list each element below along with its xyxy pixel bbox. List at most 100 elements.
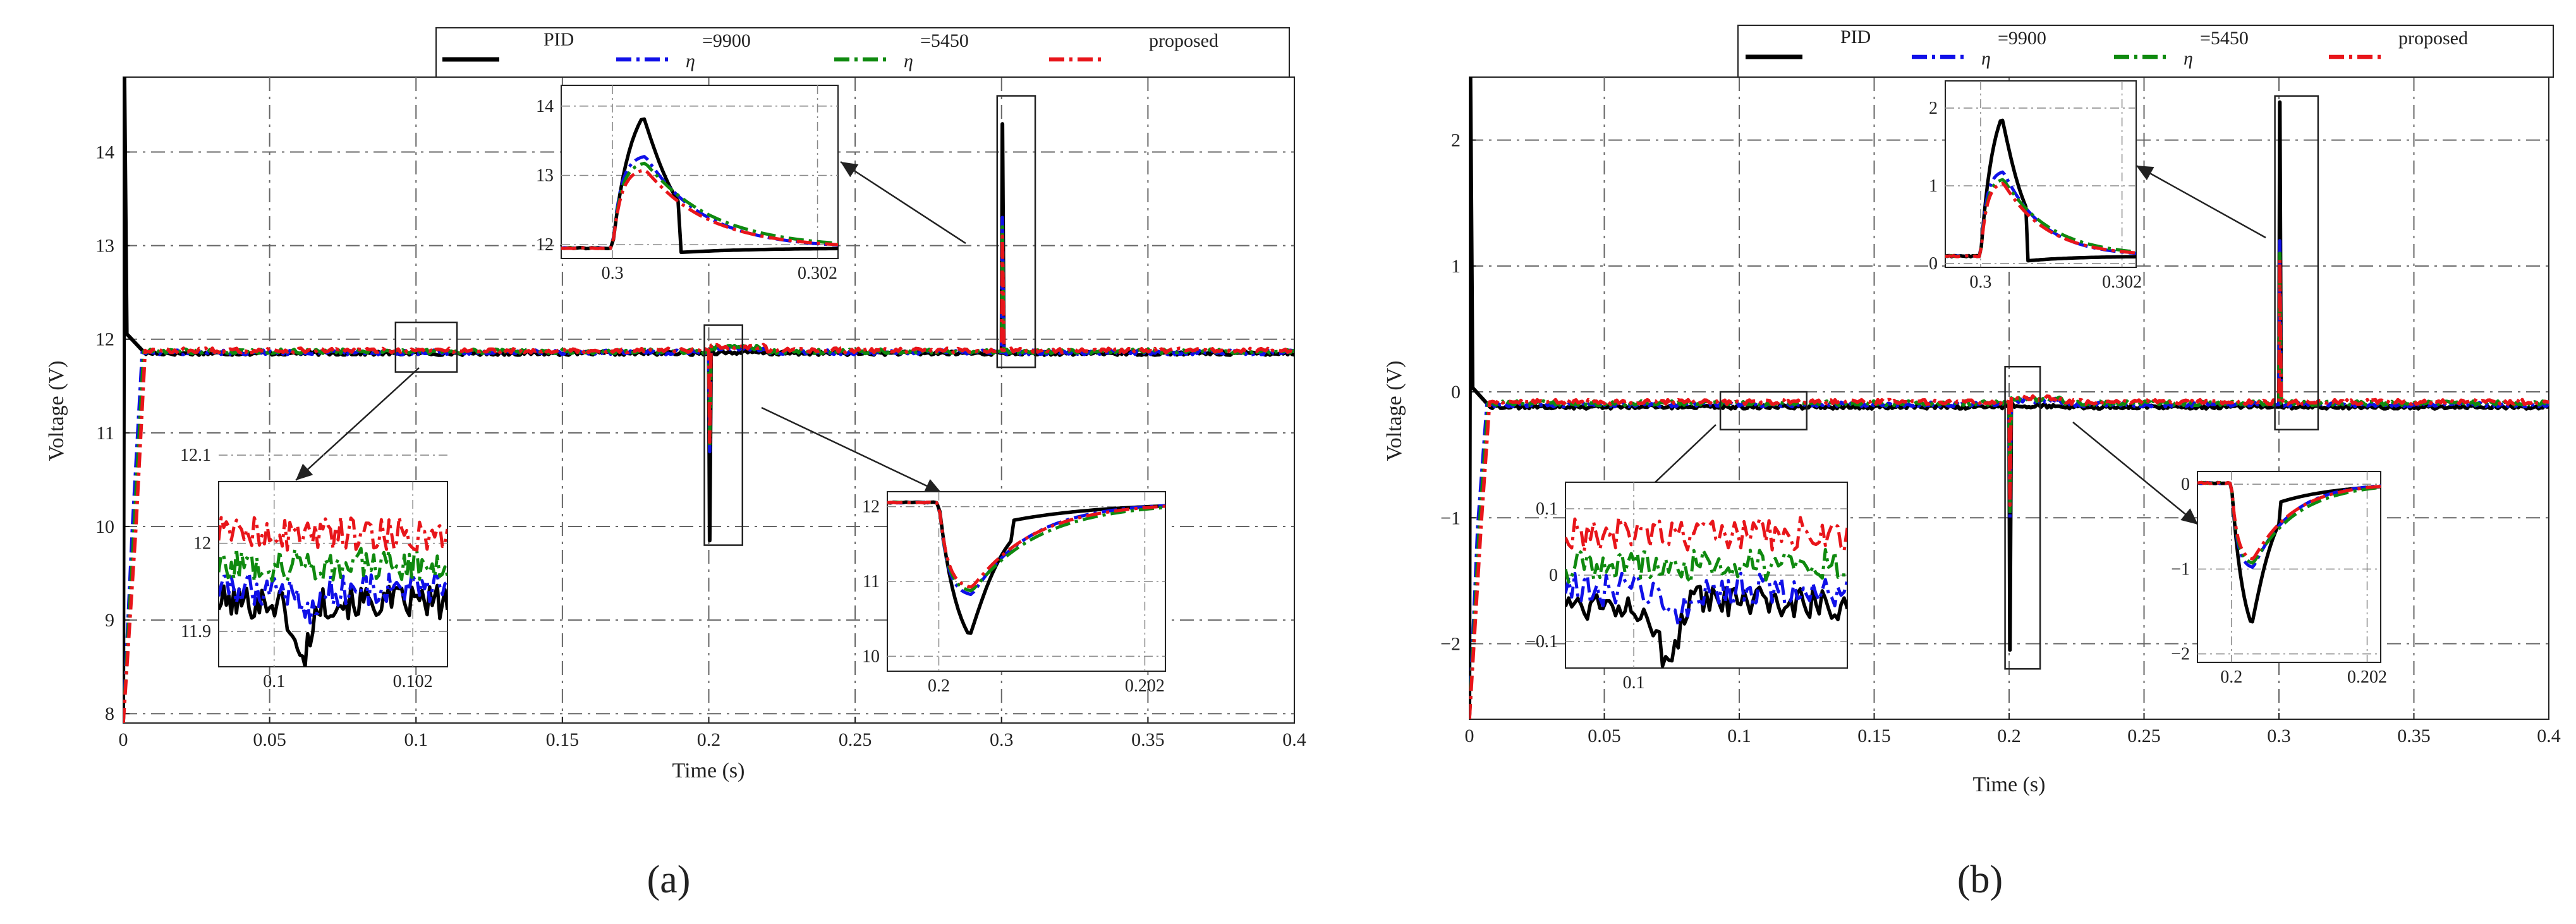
y-tick-label: 14 (95, 142, 114, 162)
inset-series-group (219, 515, 447, 667)
inset-spike: 0.3 0.302 0 1 2 (1929, 80, 2142, 292)
legend-box (435, 27, 1290, 78)
inset-y-tick-label: −2 (2171, 645, 2190, 664)
caption-b: (b) (1957, 858, 2003, 901)
zoom-box-dip (2004, 365, 2041, 670)
y-tick-label: 11 (96, 423, 114, 444)
inset-frame (561, 85, 839, 259)
legend-label-eta5450-value: =5450 (2200, 28, 2249, 49)
inset-x-tick-label: 0.302 (798, 264, 837, 283)
inset-y-tick-label: 0 (2181, 475, 2190, 494)
inset-steady: 0.1 −0.1 0 0.1 (1526, 482, 1848, 693)
y-tick-label: 1 (1451, 256, 1461, 277)
legend-label-proposed: proposed (1149, 30, 1218, 51)
inset-dip: 0.2 0.202 10 11 12 (862, 491, 1166, 696)
inset-x-tick-label: 0.102 (393, 672, 433, 691)
x-tick-label: 0.2 (697, 729, 721, 750)
inset-y-tick-label: 12 (193, 534, 211, 554)
legend-label-pid: PID (544, 29, 574, 50)
inset-series-line-proposed (561, 168, 838, 250)
legend-label-eta5450-symbol: η (2184, 48, 2193, 69)
inset-y-tick-label: 11.9 (181, 622, 211, 641)
legend-label-eta5450-value: =5450 (920, 30, 969, 51)
inset-y-tick-label: 0.1 (1536, 499, 1558, 519)
x-tick-label: 0.05 (1588, 726, 1621, 746)
inset-series-line-eta9900 (1565, 571, 1847, 627)
inset-frame (1945, 80, 2137, 268)
zoom-arrow-dip (761, 406, 942, 494)
y-tick-label: 12 (95, 329, 114, 350)
y-tick-label: 10 (95, 516, 114, 537)
y-tick-label: 13 (95, 236, 114, 257)
legend-label-pid: PID (1840, 27, 1871, 47)
x-axis-label: Time (s) (1973, 773, 2046, 796)
zoom-box-spike (2274, 95, 2319, 431)
inset-x-tick-label: 0.2 (2220, 667, 2242, 687)
zoom-arrow-dip (2072, 422, 2199, 525)
zoom-box-dip (703, 324, 744, 546)
legend-label-eta9900-symbol: η (1981, 48, 1991, 69)
legend-box (1737, 25, 2554, 78)
y-axis-label: Voltage (V) (45, 361, 68, 461)
inset-steady: 0.1 0.102 11.9 12 12.1 (180, 446, 448, 691)
x-axis-label: Time (s) (672, 759, 745, 782)
inset-y-tick-label: 10 (862, 647, 880, 666)
chart-panel-a: 0 0.05 0.1 0.15 0.2 0.25 0.3 0.35 0.4 8 9 10 11 12 13 1… (45, 27, 1306, 782)
y-tick-label: 2 (1451, 130, 1461, 151)
inset-y-tick-label: −1 (2171, 559, 2190, 579)
legend-label-eta9900-value: =9900 (702, 30, 751, 51)
inset-series-line-proposed (1565, 516, 1847, 553)
inset-series-line-eta5450 (219, 547, 447, 583)
inset-series-line-pid (887, 500, 1165, 635)
series-group (123, 77, 1294, 723)
inset-y-tick-label: 13 (536, 166, 554, 185)
y-tick-label: 8 (105, 703, 114, 724)
inset-series-line-proposed (219, 515, 447, 552)
x-tick-label: 0 (119, 729, 128, 750)
y-tick-label: −1 (1440, 508, 1461, 528)
x-tick-label: 0.05 (253, 729, 286, 750)
inset-series-line-proposed (887, 501, 1165, 589)
inset-series-line-pid (1565, 585, 1847, 668)
x-tick-label: 0.3 (2267, 726, 2291, 746)
inset-series-line-eta9900 (561, 155, 838, 250)
series-line-proposed (1469, 258, 2549, 719)
chart-panel-b: 0 0.05 0.1 0.15 0.2 0.25 0.3 0.35 0.4 −2 −1 0 1 2 Time… (1383, 25, 2561, 796)
inset-y-tick-label: 11 (863, 572, 880, 592)
legend-label-proposed: proposed (2398, 28, 2468, 49)
inset-frame (887, 491, 1166, 672)
inset-x-tick-label: 0.202 (1125, 676, 1165, 696)
series-line-pid (123, 77, 1294, 723)
legend-label-eta9900-value: =9900 (1998, 28, 2046, 49)
zoom-arrowhead-spike (841, 162, 859, 178)
zoom-arrow-spike (840, 161, 966, 245)
inset-x-tick-label: 0.1 (1623, 673, 1645, 693)
inset-y-tick-label: 12 (536, 235, 554, 255)
x-tick-label: 0 (1465, 726, 1474, 746)
y-tick-label: −2 (1440, 633, 1461, 654)
x-tick-label: 0.25 (2127, 726, 2161, 746)
y-axis-label: Voltage (V) (1383, 361, 1406, 461)
x-tick-label: 0.2 (1997, 726, 2021, 746)
inset-x-tick-label: 0.2 (928, 676, 950, 696)
inset-series-line-eta5450 (561, 161, 838, 250)
inset-series-line-eta5450 (887, 500, 1165, 593)
inset-x-tick-label: 0.1 (263, 672, 285, 691)
x-tick-label: 0.4 (2537, 726, 2561, 746)
inset-series-line-pid (219, 583, 447, 667)
inset-frame (2197, 471, 2381, 663)
inset-spike: 0.3 0.302 12 13 14 (536, 85, 839, 283)
inset-y-tick-label: 14 (536, 97, 554, 116)
zoom-arrow-steady (295, 367, 420, 481)
inset-series-group (1945, 118, 2136, 263)
inset-y-tick-label: −0.1 (1526, 632, 1558, 652)
x-tick-label: 0.4 (1282, 729, 1306, 750)
zoom-box-steady (394, 321, 458, 373)
inset-series-group (561, 117, 838, 255)
inset-dip: 0.2 0.202 −2 −1 0 (2171, 471, 2387, 687)
inset-x-tick-label: 0.3 (1969, 272, 1991, 292)
series-group (1469, 77, 2549, 719)
x-tick-label: 0.35 (1131, 729, 1165, 750)
y-tick-label: 0 (1451, 382, 1461, 403)
